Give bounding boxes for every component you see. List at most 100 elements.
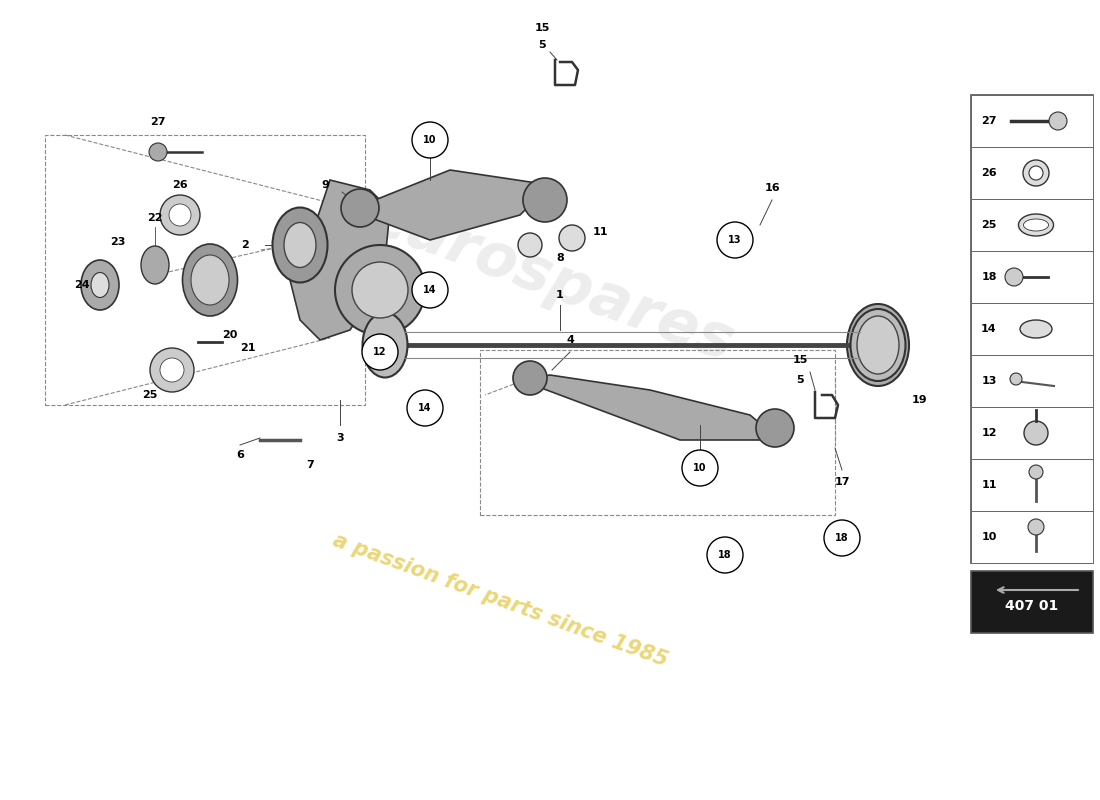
Ellipse shape (183, 244, 238, 316)
Text: 11: 11 (981, 480, 997, 490)
Ellipse shape (850, 309, 905, 381)
Text: 1: 1 (557, 290, 564, 300)
Text: 25: 25 (142, 390, 157, 400)
Text: 12: 12 (981, 428, 997, 438)
Text: 14: 14 (981, 324, 997, 334)
Bar (971, 407, 1093, 459)
Circle shape (513, 361, 547, 395)
Text: 13: 13 (728, 235, 741, 245)
Bar (971, 511, 1093, 563)
Circle shape (1005, 268, 1023, 286)
Text: 21: 21 (240, 343, 255, 353)
Text: 3: 3 (337, 433, 344, 443)
Circle shape (1023, 160, 1049, 186)
Text: 23: 23 (110, 237, 125, 247)
Circle shape (352, 262, 408, 318)
Text: 14: 14 (424, 285, 437, 295)
Circle shape (412, 272, 448, 308)
Ellipse shape (191, 255, 229, 305)
Text: 22: 22 (147, 213, 163, 223)
Text: 15: 15 (792, 355, 807, 365)
Ellipse shape (141, 246, 169, 284)
Ellipse shape (81, 260, 119, 310)
Polygon shape (290, 180, 390, 340)
Circle shape (518, 233, 542, 257)
Text: 26: 26 (173, 180, 188, 190)
Circle shape (160, 358, 184, 382)
Circle shape (169, 204, 191, 226)
Ellipse shape (91, 273, 109, 298)
Circle shape (1010, 373, 1022, 385)
Circle shape (362, 334, 398, 370)
Text: 13: 13 (981, 376, 997, 386)
Ellipse shape (857, 316, 899, 374)
Text: 19: 19 (912, 395, 927, 405)
Text: 10: 10 (981, 532, 997, 542)
Bar (971, 459, 1093, 511)
Circle shape (1049, 112, 1067, 130)
Text: 14: 14 (418, 403, 431, 413)
Circle shape (559, 225, 585, 251)
Text: 25: 25 (981, 220, 997, 230)
Text: 7: 7 (306, 460, 313, 470)
Bar (45, 135, 365, 405)
Text: 27: 27 (151, 117, 166, 127)
Circle shape (148, 143, 167, 161)
Text: 9: 9 (321, 180, 329, 190)
Text: 2: 2 (241, 240, 249, 250)
Bar (971, 303, 1093, 355)
Polygon shape (520, 375, 780, 440)
Bar (971, 199, 1093, 251)
Circle shape (150, 348, 194, 392)
Circle shape (1028, 166, 1043, 180)
FancyBboxPatch shape (971, 95, 1093, 563)
Text: 11: 11 (592, 227, 607, 237)
Text: 5: 5 (796, 375, 804, 385)
Text: 20: 20 (222, 330, 238, 340)
Circle shape (756, 409, 794, 447)
Text: 24: 24 (74, 280, 90, 290)
Circle shape (707, 537, 743, 573)
Polygon shape (350, 170, 550, 240)
Text: 16: 16 (764, 183, 780, 193)
Bar (971, 147, 1093, 199)
Circle shape (160, 195, 200, 235)
Circle shape (682, 450, 718, 486)
Bar (971, 571, 1093, 633)
Text: 10: 10 (424, 135, 437, 145)
Text: 12: 12 (373, 347, 387, 357)
Text: 15: 15 (535, 23, 550, 33)
Bar (480, 350, 835, 515)
Circle shape (717, 222, 754, 258)
Text: 27: 27 (981, 116, 997, 126)
Bar (971, 251, 1093, 303)
Text: 18: 18 (835, 533, 849, 543)
Circle shape (341, 189, 380, 227)
Text: 18: 18 (718, 550, 732, 560)
Ellipse shape (284, 222, 316, 267)
Text: 407 01: 407 01 (1005, 599, 1058, 613)
Circle shape (336, 245, 425, 335)
Circle shape (1028, 465, 1043, 479)
Text: 6: 6 (236, 450, 244, 460)
Text: 17: 17 (834, 477, 849, 487)
Ellipse shape (1023, 219, 1048, 231)
Circle shape (824, 520, 860, 556)
Ellipse shape (1020, 320, 1052, 338)
Text: a passion for parts since 1985: a passion for parts since 1985 (330, 530, 670, 670)
Text: 4: 4 (566, 335, 574, 345)
Circle shape (407, 390, 443, 426)
Circle shape (1028, 519, 1044, 535)
Circle shape (522, 178, 566, 222)
Circle shape (412, 122, 448, 158)
Text: 26: 26 (981, 168, 997, 178)
Text: 10: 10 (693, 463, 706, 473)
Text: eurospares: eurospares (359, 186, 741, 374)
Ellipse shape (847, 304, 909, 386)
Circle shape (1024, 421, 1048, 445)
Text: 8: 8 (557, 253, 564, 263)
Ellipse shape (363, 313, 407, 378)
Bar (971, 355, 1093, 407)
Text: 18: 18 (981, 272, 997, 282)
Ellipse shape (273, 207, 328, 282)
